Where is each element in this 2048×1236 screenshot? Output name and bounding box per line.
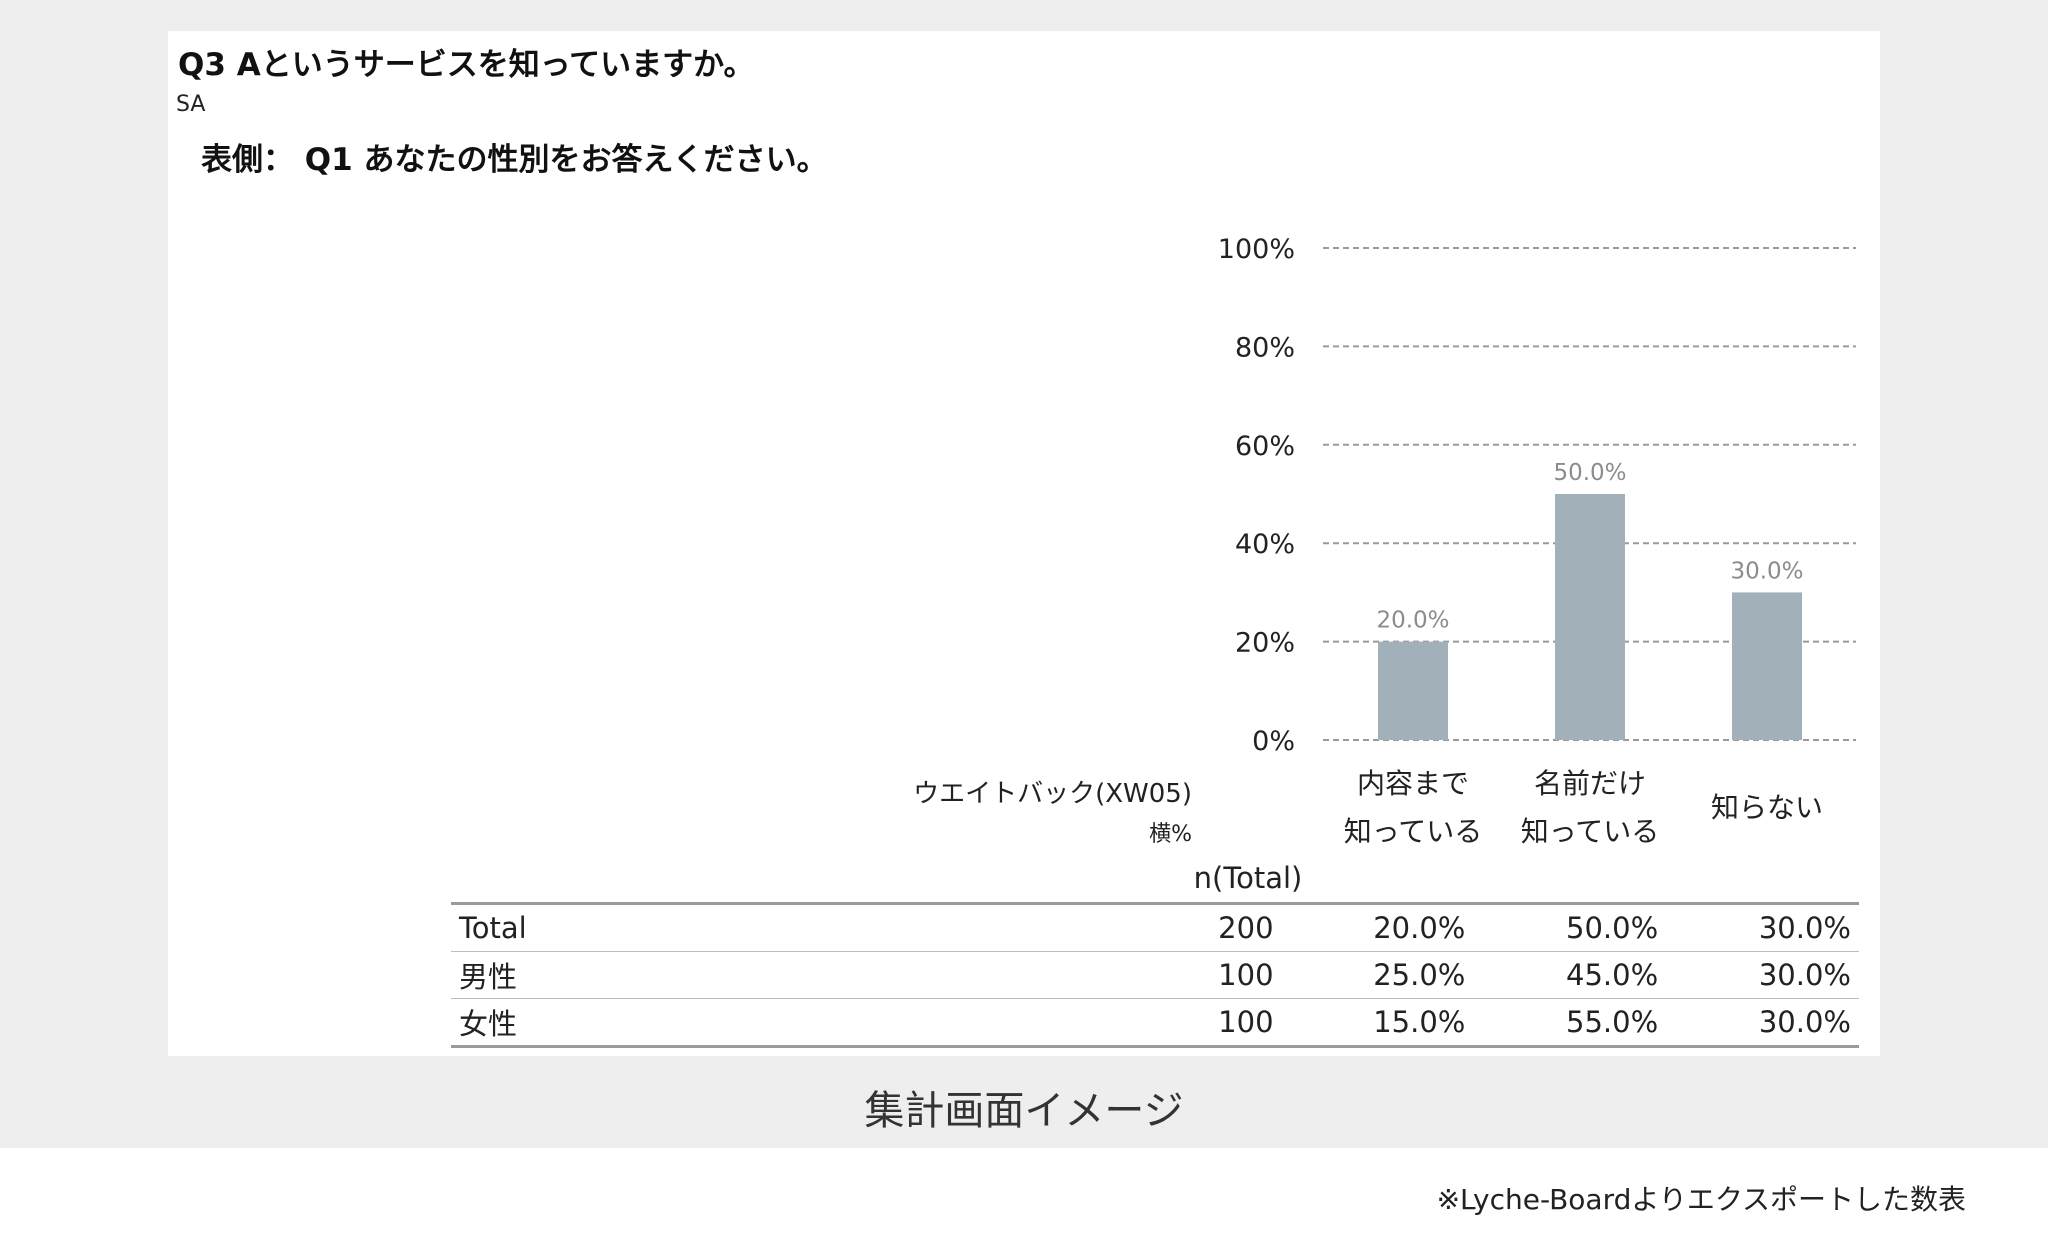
row-value: 50.0%	[1566, 911, 1659, 945]
row-value: 55.0%	[1473, 998, 1667, 1047]
side-axis-title: 表側： Q1 あなたの性別をお答えください。	[201, 142, 828, 178]
percent-label: 横%	[1149, 822, 1192, 847]
bar-data-label: 20.0%	[1376, 608, 1449, 634]
row-value: 25.0%	[1281, 951, 1474, 999]
table-row: Total 200 20.0% 50.0% 30.0%	[451, 904, 1859, 952]
row-label: 女性	[451, 998, 1066, 1047]
y-tick-label: 0%	[1252, 726, 1295, 757]
x-category-label-line: 知っている	[1520, 815, 1660, 848]
x-category-label-line: 知っている	[1343, 815, 1483, 848]
row-value: 30.0%	[1758, 911, 1851, 945]
row-n: 100	[1065, 951, 1282, 999]
y-tick-label: 20%	[1235, 628, 1295, 659]
row-label: Total	[459, 911, 527, 945]
row-value: 30.0%	[1666, 951, 1859, 999]
question-title: Q3 Aというサービスを知っていますか。	[178, 47, 755, 83]
x-category-label-line: 内容まで	[1356, 767, 1469, 800]
row-value: 45.0%	[1473, 951, 1667, 999]
row-label: 男性	[451, 951, 1066, 999]
x-category-label-line: 名前だけ	[1533, 767, 1646, 800]
bar	[1555, 494, 1625, 740]
row-n: 100	[1065, 998, 1282, 1047]
row-value: 20.0%	[1373, 911, 1466, 945]
bar	[1732, 592, 1802, 740]
bar	[1378, 641, 1448, 740]
question-type: SA	[176, 92, 206, 117]
y-tick-label: 80%	[1235, 332, 1295, 363]
row-n: 200	[1218, 911, 1274, 945]
footnote: ※Lyche-Boardよりエクスポートした数表	[1436, 1183, 1966, 1216]
crosstab-table: Total 200 20.0% 50.0% 30.0% 男性 100 25.0% 45.0% 30…	[451, 902, 1859, 1048]
row-value: 15.0%	[1281, 998, 1474, 1047]
table-row: 男性 100 25.0% 45.0% 30.0%	[451, 951, 1859, 999]
report-panel: Q3 Aというサービスを知っていますか。 SA 表側： Q1 あなたの性別をお答…	[168, 31, 1880, 1056]
x-category-label: 知らない	[1677, 784, 1857, 832]
x-category-label-line: 知らない	[1710, 791, 1823, 824]
x-category-label: 名前だけ 知っている	[1500, 760, 1680, 856]
bar-data-label: 30.0%	[1730, 558, 1803, 584]
y-tick-label: 40%	[1235, 529, 1295, 560]
bar-chart: 0% 20% 40% 60% 80% 100% 20.0% 50.0% 30.0%	[1218, 234, 1856, 757]
table-row: 女性 100 15.0% 55.0% 30.0%	[451, 998, 1859, 1047]
n-header: n(Total)	[1193, 861, 1303, 895]
row-value: 30.0%	[1666, 998, 1859, 1047]
bar-data-label: 50.0%	[1553, 460, 1626, 486]
weight-label: ウエイトバック(XW05)	[913, 779, 1192, 809]
y-tick-label: 60%	[1235, 431, 1295, 462]
caption: 集計画面イメージ	[864, 1088, 1184, 1134]
y-tick-label: 100%	[1218, 234, 1295, 265]
x-category-label: 内容まで 知っている	[1323, 760, 1503, 856]
